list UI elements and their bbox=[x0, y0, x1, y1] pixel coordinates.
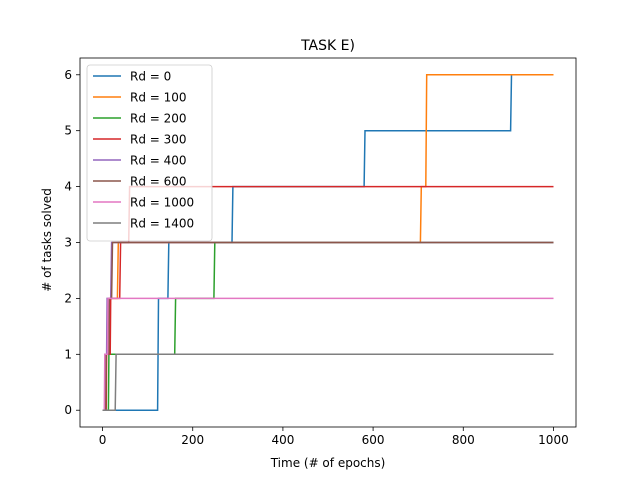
legend: Rd = 0 Rd = 100 Rd = 200 Rd = 300 Rd = 400 Rd… bbox=[86, 64, 213, 242]
series-line-0 bbox=[102, 74, 554, 411]
plot-area bbox=[102, 74, 554, 411]
legend-label-2: Rd = 200 bbox=[130, 112, 187, 126]
legend-box bbox=[86, 64, 213, 242]
x-tick-label-1: 200 bbox=[181, 433, 204, 447]
series-line-5 bbox=[102, 241, 554, 411]
series-line-2 bbox=[102, 241, 554, 411]
legend-label-0: Rd = 0 bbox=[130, 70, 171, 84]
legend-label-4: Rd = 400 bbox=[130, 154, 187, 168]
legend-label-6: Rd = 1000 bbox=[130, 196, 194, 210]
legend-label-7: Rd = 1400 bbox=[130, 217, 194, 231]
x-tick-label-5: 1000 bbox=[538, 433, 569, 447]
y-axis-label: # of tasks solved bbox=[40, 188, 54, 292]
y-tick-label-0: 0 bbox=[64, 403, 72, 417]
axes: 0 200 400 600 800 1000 0 1 2 3 4 5 6 bbox=[64, 57, 577, 447]
y-tick-label-4: 4 bbox=[64, 180, 72, 194]
legend-label-5: Rd = 600 bbox=[130, 175, 187, 189]
legend-label-3: Rd = 300 bbox=[130, 133, 187, 147]
y-tick-label-2: 2 bbox=[64, 291, 72, 305]
x-tick-label-3: 600 bbox=[362, 433, 385, 447]
y-tick-label-5: 5 bbox=[64, 124, 72, 138]
y-tick-label-3: 3 bbox=[64, 236, 72, 250]
y-tick-label-1: 1 bbox=[64, 347, 72, 361]
legend-label-1: Rd = 100 bbox=[130, 91, 187, 105]
x-tick-label-2: 400 bbox=[271, 433, 294, 447]
x-tick-label-4: 800 bbox=[452, 433, 475, 447]
y-tick-label-6: 6 bbox=[64, 68, 72, 82]
x-tick-label-0: 0 bbox=[99, 433, 107, 447]
chart-title: TASK E) bbox=[300, 38, 355, 54]
x-axis-label: Time (# of epochs) bbox=[270, 456, 386, 470]
series-line-7 bbox=[102, 353, 554, 411]
